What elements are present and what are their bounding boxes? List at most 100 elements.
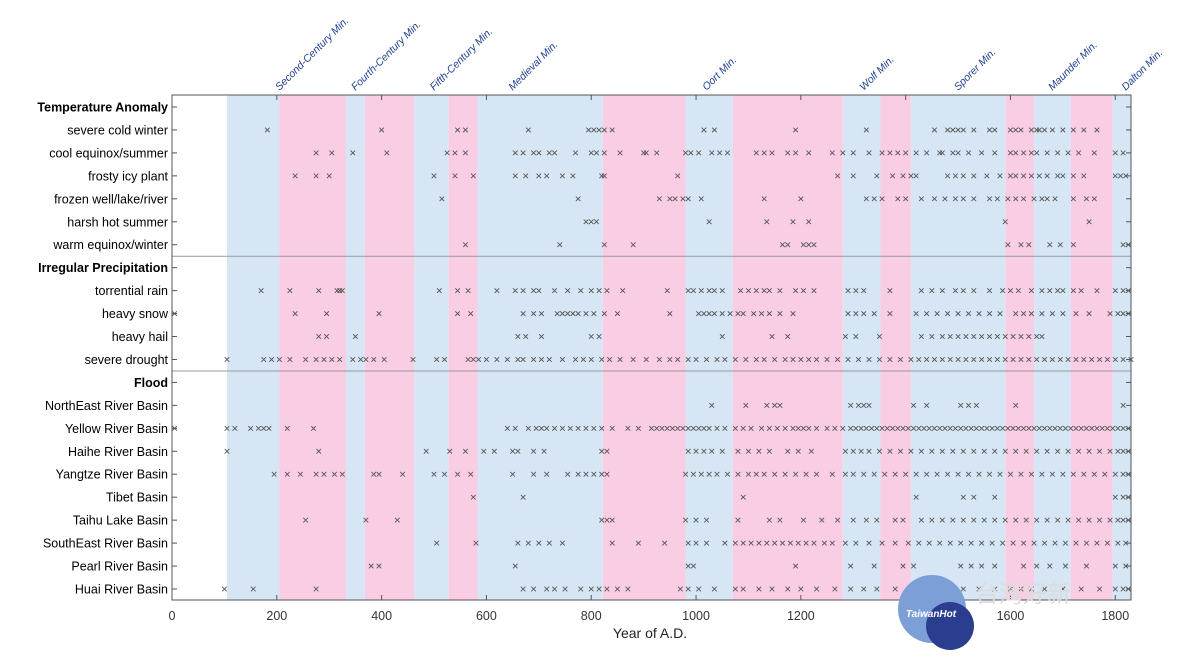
event-marker [1010,540,1016,546]
event-marker [1096,448,1103,454]
event-marker [929,448,935,454]
event-marker [903,150,909,156]
event-marker [989,540,995,546]
event-marker [1086,310,1092,317]
event-marker [530,150,537,156]
event-marker [892,517,898,523]
event-marker [447,448,453,454]
event-marker [1028,310,1035,317]
event-marker [470,356,476,363]
event-marker [588,586,594,592]
event-marker [591,310,597,317]
event-marker [887,288,893,294]
event-marker [696,586,702,592]
event-marker [1112,356,1118,363]
event-marker [536,173,542,179]
event-marker [520,288,526,294]
period-band-warm [279,95,346,600]
event-marker [1034,563,1040,569]
event-marker [1007,127,1014,133]
event-marker [937,425,943,431]
event-marker [790,356,796,363]
event-marker [782,471,788,477]
period-band-warm [448,95,478,600]
event-marker [897,356,904,363]
event-marker [470,494,476,500]
event-marker [910,402,917,408]
event-marker [609,127,615,133]
event-marker [735,448,741,454]
event-marker [523,173,529,179]
event-marker [892,540,898,546]
event-marker [384,150,390,156]
event-marker [1060,288,1066,294]
event-marker [1073,540,1079,546]
event-marker [981,517,987,523]
event-marker [903,196,909,202]
event-marker [1065,150,1071,156]
event-marker [292,173,298,179]
event-marker [792,288,799,294]
event-marker [1034,517,1040,523]
event-marker [599,356,605,363]
event-marker [1007,471,1014,477]
event-marker [798,586,804,592]
event-marker [1081,173,1087,179]
event-marker [924,471,930,477]
event-marker [1104,540,1111,546]
event-marker [709,448,715,454]
event-marker [1018,127,1024,133]
event-marker [727,310,733,317]
event-marker [604,288,610,294]
event-marker [659,425,665,431]
event-marker [834,517,841,523]
event-marker [861,310,867,317]
event-marker [544,425,550,431]
event-marker [371,356,377,363]
event-marker [999,540,1006,546]
event-marker [971,173,977,179]
event-marker [929,288,935,294]
event-marker [462,150,469,156]
event-marker [591,471,597,477]
event-marker [512,150,518,156]
event-marker [533,425,539,431]
event-marker [764,219,770,225]
event-marker [871,196,877,202]
event-marker [583,310,589,317]
event-marker [1073,356,1079,363]
event-marker [685,356,691,363]
event-marker [986,471,993,477]
event-marker [719,333,725,340]
event-marker [910,563,917,569]
event-marker [960,517,966,523]
event-marker [971,517,977,523]
event-marker [853,425,859,431]
event-marker [510,448,516,454]
event-marker [261,425,267,431]
event-marker [992,586,998,592]
event-marker [701,448,707,454]
event-marker [764,402,770,408]
event-marker [782,425,788,431]
event-marker [483,356,490,363]
watermark-circle-dark [926,602,974,650]
event-marker [1013,196,1019,202]
event-marker [1007,150,1014,156]
event-marker [268,356,275,363]
event-marker [1086,448,1092,454]
event-marker [323,310,330,317]
event-marker [821,540,828,546]
event-marker [1112,586,1118,592]
event-marker [1094,540,1100,546]
event-marker [462,448,469,454]
event-marker [1002,333,1008,340]
event-marker [316,333,322,340]
event-marker [512,288,518,294]
event-marker [931,127,938,133]
event-marker [722,356,728,363]
event-marker [1089,356,1095,363]
event-marker [1083,540,1090,546]
period-bands [227,95,1131,600]
event-marker [1112,150,1118,156]
